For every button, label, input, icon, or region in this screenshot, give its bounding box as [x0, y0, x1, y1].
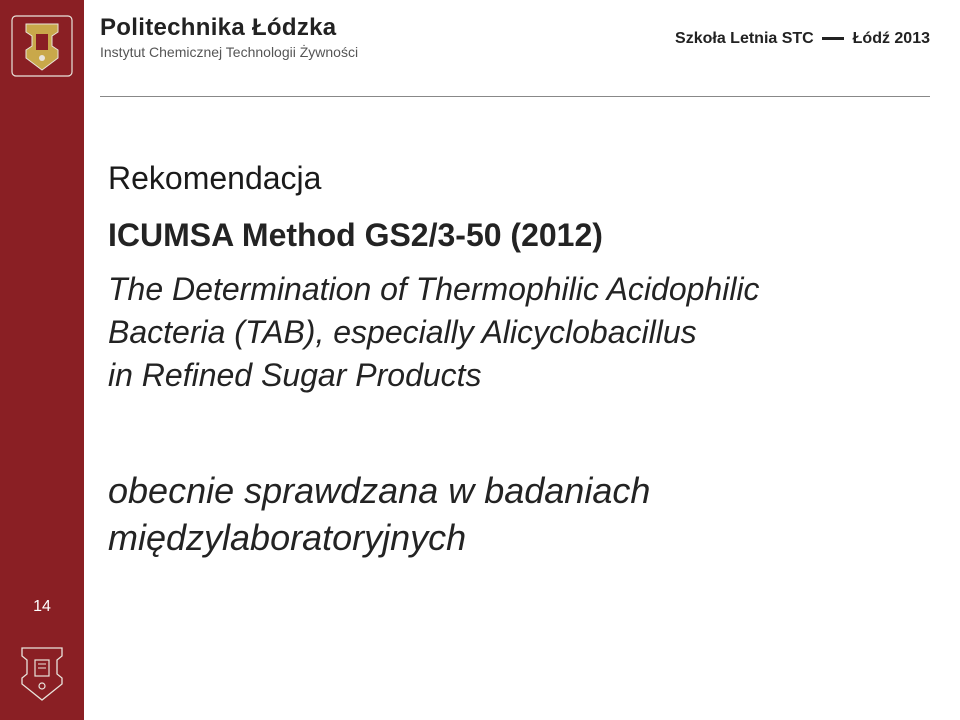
event-prefix: Szkoła Letnia STC — [675, 30, 814, 47]
event-header: Szkoła Letnia STC Łódź 2013 — [675, 30, 930, 48]
content-block: Rekomendacja ICUMSA Method GS2/3-50 (201… — [108, 160, 930, 398]
status-block: obecnie sprawdzana w badaniach międzylab… — [108, 468, 900, 562]
status-line-1: obecnie sprawdzana w badaniach — [108, 470, 650, 511]
status-text: obecnie sprawdzana w badaniach międzylab… — [108, 468, 900, 562]
status-line-2: międzylaboratoryjnych — [108, 517, 466, 558]
dash-icon — [822, 37, 844, 40]
event-suffix: Łódź 2013 — [853, 30, 930, 47]
descr-line-3: in Refined Sugar Products — [108, 357, 482, 393]
descr-line-1: The Determination of Thermophilic Acidop… — [108, 271, 760, 307]
page-number: 14 — [27, 598, 57, 616]
university-emblem-icon — [10, 14, 74, 78]
slide: Politechnika Łódzka Instytut Chemicznej … — [0, 0, 960, 720]
recommendation-title: Rekomendacja — [108, 160, 930, 197]
institute-name: Instytut Chemicznej Technologii Żywności — [100, 44, 358, 60]
method-description: The Determination of Thermophilic Acidop… — [108, 268, 930, 398]
university-name: Politechnika Łódzka — [100, 14, 336, 42]
horizontal-rule — [100, 96, 930, 97]
shield-outline-icon — [16, 644, 68, 704]
descr-line-2: Bacteria (TAB), especially Alicyclobacil… — [108, 314, 697, 350]
method-id: ICUMSA Method GS2/3-50 (2012) — [108, 217, 930, 254]
